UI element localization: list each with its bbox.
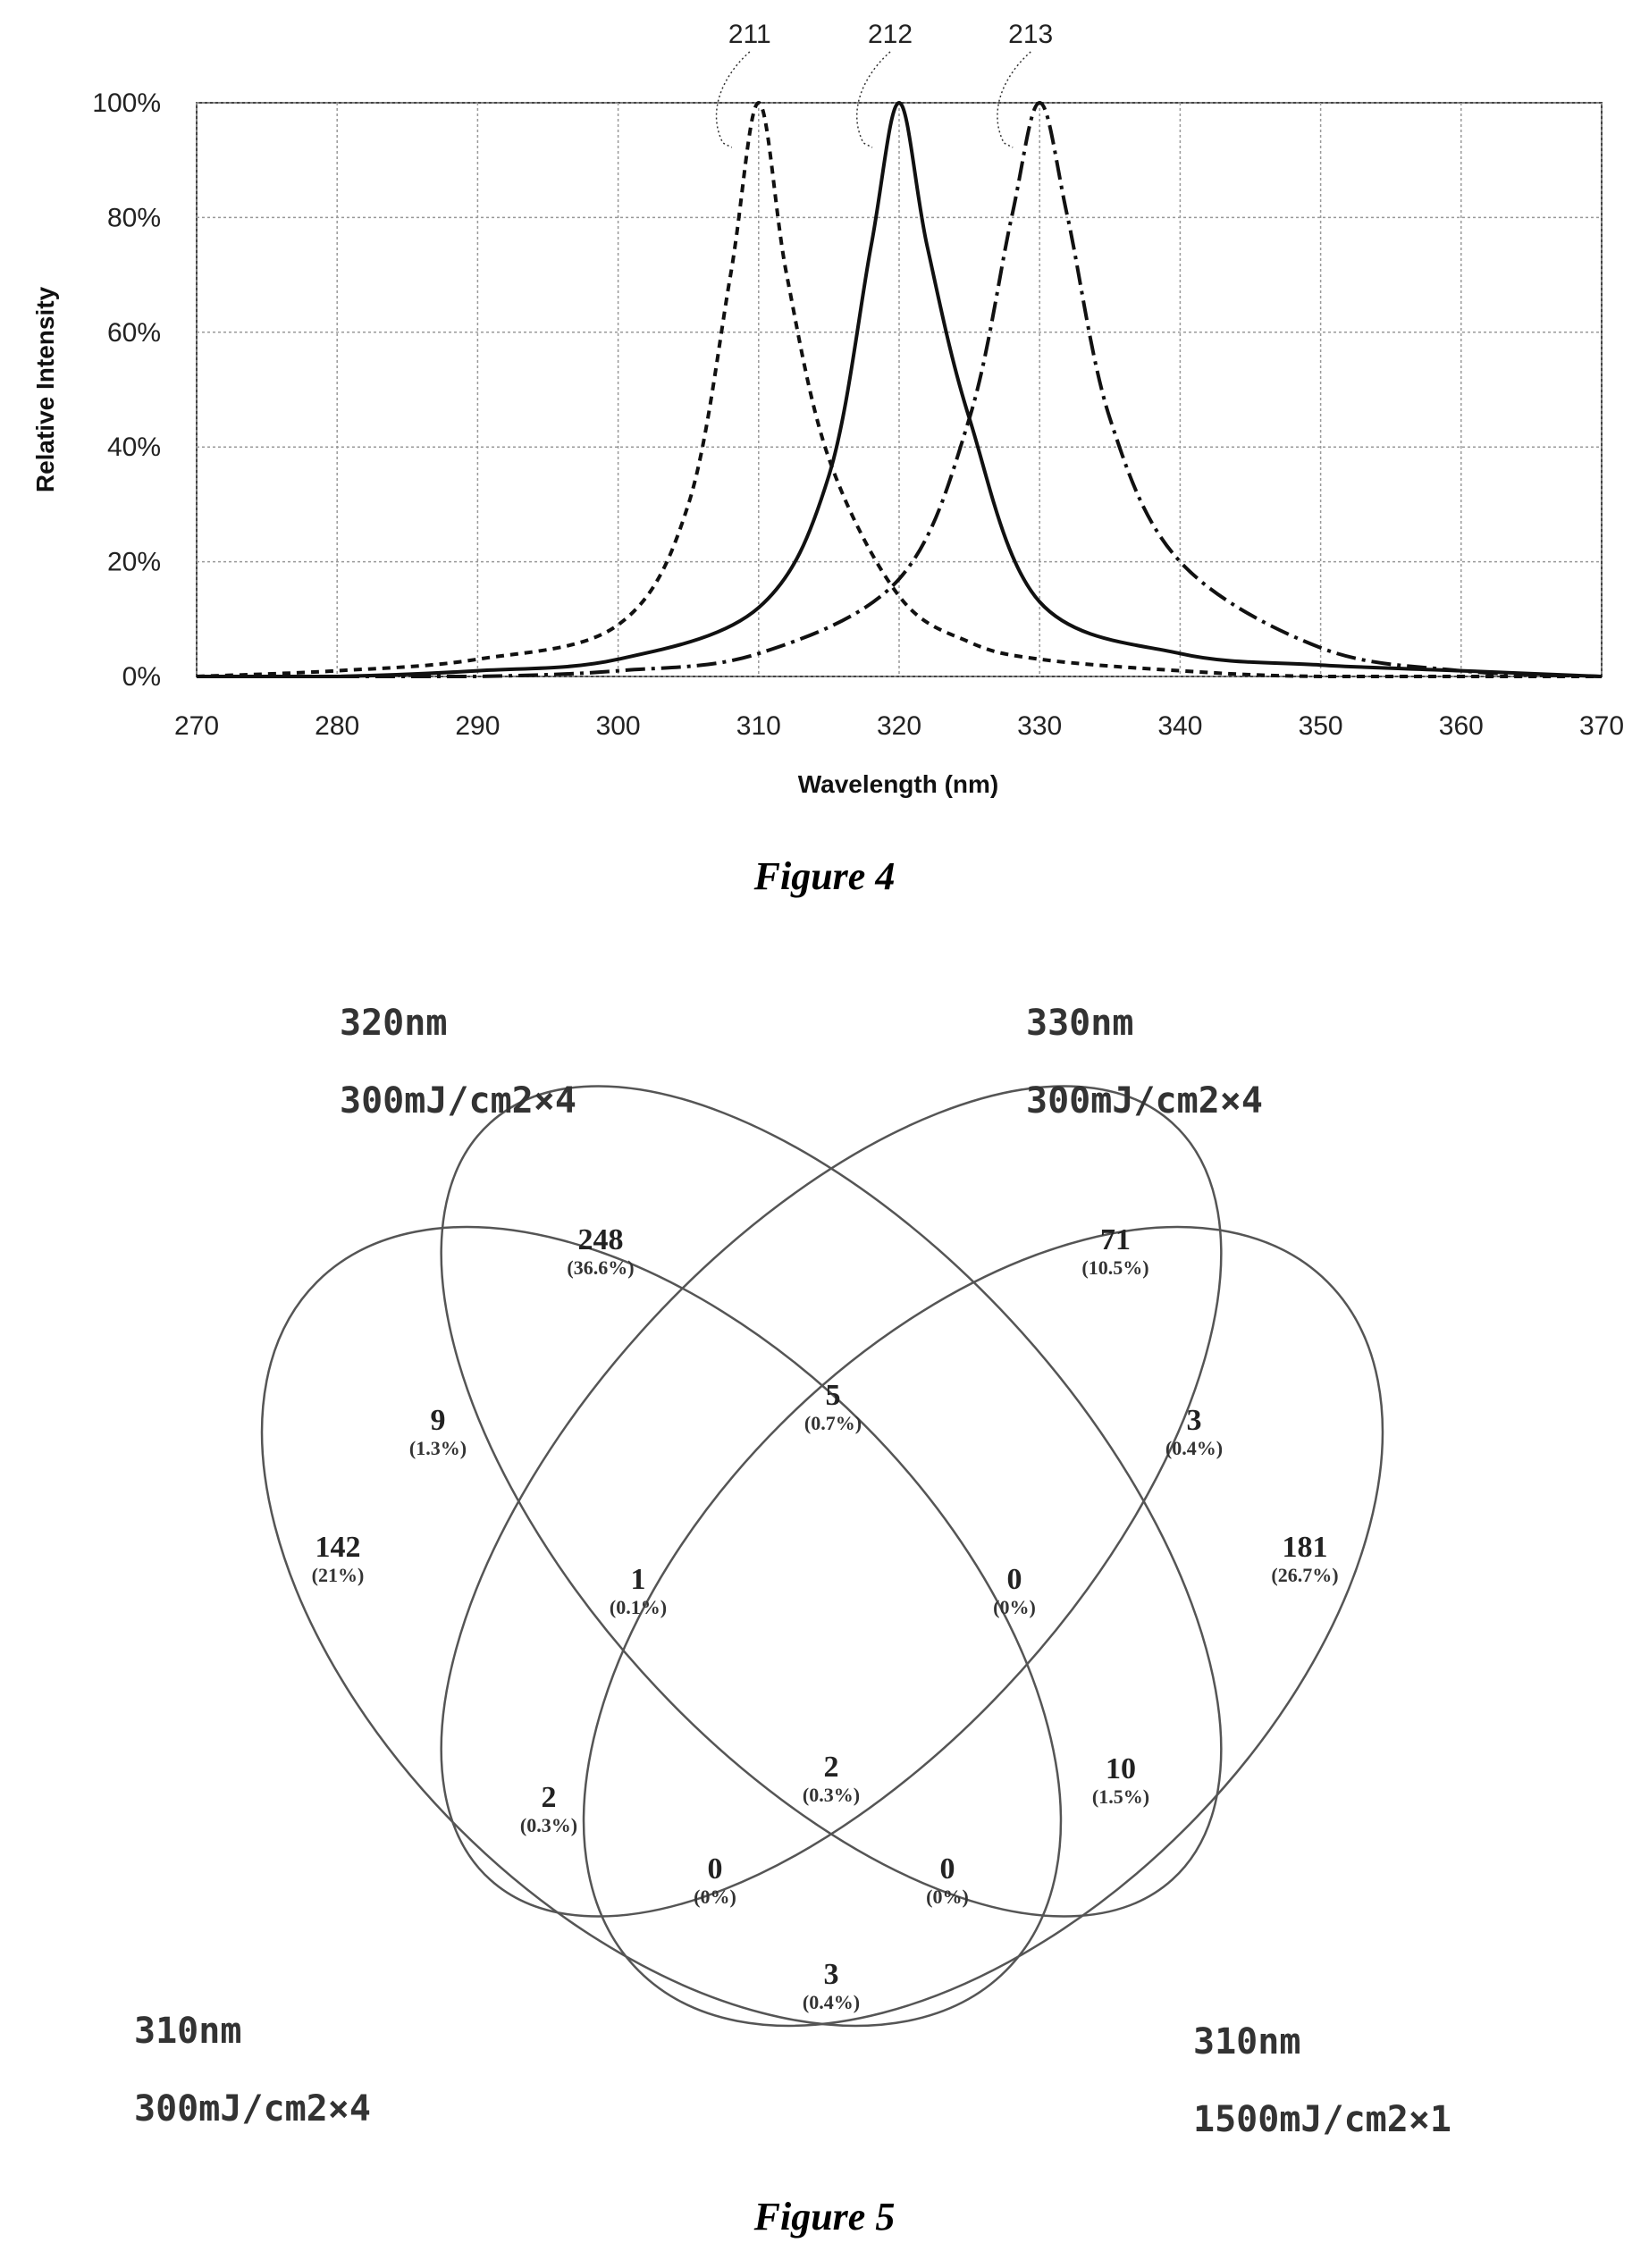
venn-region-labels: 248(36.6%)71(10.5%)9(1.3%)5(0.7%) 3(0.4%)… bbox=[312, 1223, 1339, 2013]
x-tick-label: 270 bbox=[174, 711, 219, 741]
series-label-212: 212 bbox=[868, 20, 913, 49]
series-label-213: 213 bbox=[1008, 20, 1053, 49]
venn-diagram bbox=[260, 1085, 1384, 2028]
series-labels: 211 212 213 bbox=[715, 20, 1053, 148]
venn-region-count: 71 bbox=[1100, 1223, 1131, 1256]
venn-region-percent: (0.3%) bbox=[520, 1814, 577, 1836]
x-tick-label: 290 bbox=[455, 711, 500, 741]
venn-region-percent: (1.3%) bbox=[409, 1437, 467, 1459]
venn-region-count: 2 bbox=[542, 1781, 557, 1814]
venn-region-count: 142 bbox=[315, 1531, 361, 1564]
venn-region-percent: (0.7%) bbox=[804, 1412, 862, 1434]
venn-set-label-310nm-a: 310nm bbox=[134, 2011, 242, 2052]
venn-region-count: 0 bbox=[708, 1852, 723, 1886]
y-tick-label: 100% bbox=[92, 88, 161, 118]
venn-region-count: 3 bbox=[1187, 1404, 1202, 1437]
venn-region-percent: (0%) bbox=[694, 1886, 736, 1908]
venn-set-label-310nm-b: 310nm bbox=[1193, 2021, 1301, 2062]
y-tick-labels: 0% 20% 40% 60% 80% 100% bbox=[92, 88, 161, 692]
venn-ellipse-320nm bbox=[440, 1085, 1223, 1918]
y-tick-label: 80% bbox=[107, 203, 161, 232]
series-label-211: 211 bbox=[728, 20, 771, 49]
x-tick-label: 310 bbox=[736, 711, 781, 741]
x-tick-label: 300 bbox=[596, 711, 641, 741]
venn-region-count: 10 bbox=[1106, 1752, 1136, 1785]
venn-region-percent: (0%) bbox=[993, 1596, 1036, 1618]
y-tick-label: 40% bbox=[107, 433, 161, 462]
series-line-211 bbox=[196, 100, 1602, 679]
x-axis-title: Wavelength (nm) bbox=[798, 770, 999, 798]
venn-region-percent: (21%) bbox=[312, 1564, 365, 1586]
venn-region-percent: (0%) bbox=[926, 1886, 969, 1908]
venn-set-dose-310nm-b: 1500mJ/cm2×1 bbox=[1193, 2099, 1451, 2140]
x-tick-label: 330 bbox=[1017, 711, 1062, 741]
venn-ellipse-310nm-300 bbox=[260, 1225, 1063, 2028]
venn-region-count: 0 bbox=[940, 1852, 955, 1886]
venn-set-dose-330nm: 300mJ/cm2×4 bbox=[1026, 1080, 1263, 1121]
x-tick-label: 350 bbox=[1299, 711, 1343, 741]
venn-region-percent: (26.7%) bbox=[1271, 1564, 1338, 1586]
venn-region-percent: (10.5%) bbox=[1081, 1256, 1148, 1279]
series-lines bbox=[196, 100, 1603, 679]
x-tick-label: 340 bbox=[1157, 711, 1202, 741]
y-tick-label: 60% bbox=[107, 318, 161, 348]
venn-region-percent: (36.6%) bbox=[567, 1256, 634, 1279]
figure-5-caption: Figure 5 bbox=[753, 2195, 896, 2239]
venn-region-count: 1 bbox=[631, 1563, 646, 1596]
y-axis-title: Relative Intensity bbox=[31, 286, 59, 492]
venn-region-percent: (0.1%) bbox=[610, 1596, 667, 1618]
venn-ellipse-330nm bbox=[440, 1085, 1223, 1918]
y-tick-label: 20% bbox=[107, 548, 161, 577]
venn-region-count: 5 bbox=[826, 1379, 841, 1412]
x-tick-label: 370 bbox=[1579, 711, 1624, 741]
venn-set-label-320nm: 320nm bbox=[340, 1003, 448, 1044]
series-line-213 bbox=[197, 100, 1603, 679]
venn-region-count: 181 bbox=[1283, 1531, 1328, 1564]
venn-region-percent: (1.5%) bbox=[1092, 1785, 1149, 1808]
venn-region-count: 0 bbox=[1007, 1563, 1022, 1596]
x-tick-label: 360 bbox=[1439, 711, 1484, 741]
venn-region-count: 248 bbox=[578, 1223, 624, 1256]
line-chart: 270 280 290 300 310 320 330 340 350 360 370 0% 20% 4… bbox=[31, 20, 1624, 798]
figure-4-caption: Figure 4 bbox=[753, 854, 896, 898]
x-tick-label: 280 bbox=[315, 711, 359, 741]
y-tick-label: 0% bbox=[122, 662, 161, 692]
venn-set-label-330nm: 330nm bbox=[1026, 1003, 1134, 1044]
venn-set-dose-320nm: 300mJ/cm2×4 bbox=[340, 1080, 576, 1121]
venn-region-count: 9 bbox=[431, 1404, 446, 1437]
venn-region-percent: (0.4%) bbox=[1165, 1437, 1223, 1459]
venn-region-percent: (0.3%) bbox=[803, 1784, 860, 1806]
x-tick-label: 320 bbox=[877, 711, 921, 741]
x-tick-labels: 270 280 290 300 310 320 330 340 350 360 370 bbox=[174, 711, 1624, 741]
venn-region-count: 3 bbox=[824, 1958, 839, 1991]
venn-set-dose-310nm-a: 300mJ/cm2×4 bbox=[134, 2088, 371, 2129]
venn-region-percent: (0.4%) bbox=[803, 1991, 860, 2013]
venn-ellipse-310nm-1500 bbox=[582, 1225, 1384, 2028]
series-line-212 bbox=[197, 100, 1603, 679]
venn-region-count: 2 bbox=[824, 1751, 839, 1784]
